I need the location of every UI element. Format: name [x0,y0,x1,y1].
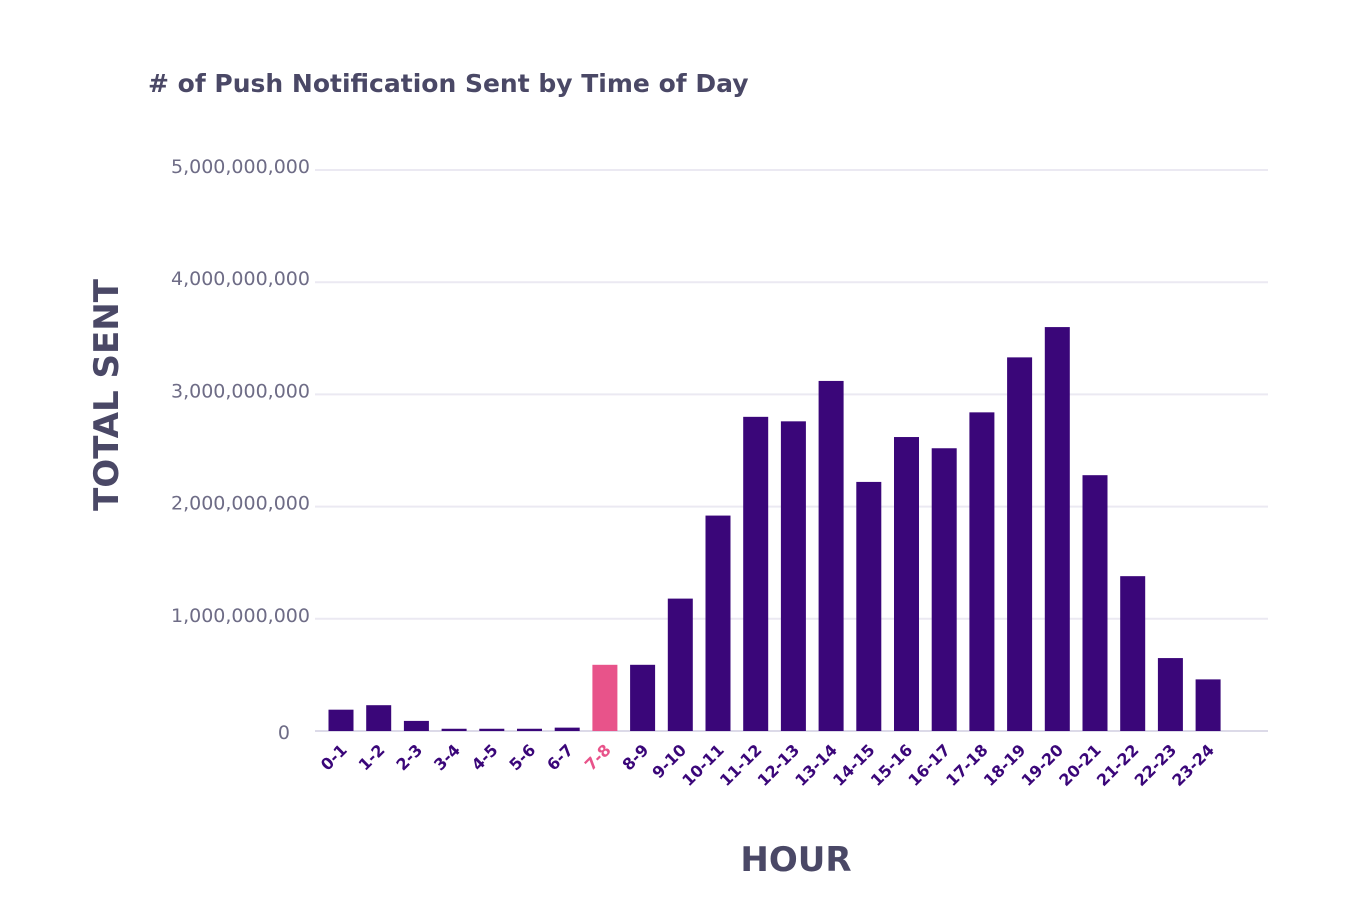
y-tick-label: 3,000,000,000 [171,380,310,402]
bar-6-7 [554,727,580,731]
bar-1-2 [366,705,392,731]
bar-7-8 [592,664,618,731]
y-tick-label: 0 [278,722,290,744]
x-tick-label: 4-5 [468,740,502,774]
x-tick-label: 18-19 [980,740,1030,790]
bar-20-21 [1082,475,1108,731]
x-tick-label: 21-22 [1093,740,1143,790]
bar-5-6 [517,728,542,731]
bar-9-10 [667,598,693,731]
x-tick-label: 19-20 [1018,740,1068,790]
x-tick-label: 22-23 [1131,740,1181,790]
bar-17-18 [969,412,995,731]
x-tick-label: 10-11 [678,740,728,790]
bar-2-3 [403,720,429,731]
x-tick-label: 2-3 [392,740,426,774]
bar-10-11 [705,515,731,731]
bar-3-4 [441,728,467,731]
bar-0-1 [328,709,354,731]
x-tick-label: 1-2 [355,740,389,774]
bar-15-16 [894,437,919,731]
x-tick-label: 14-15 [829,740,879,790]
x-tick-label: 5-6 [505,740,539,774]
bar-22-23 [1157,658,1183,731]
x-tick-label: 3-4 [430,740,464,774]
bar-13-14 [818,380,844,731]
x-tick-label: 13-14 [791,740,841,790]
bar-8-9 [630,664,656,731]
bar-12-13 [780,421,806,731]
y-tick-label: 4,000,000,000 [171,268,310,290]
bars [328,327,1221,731]
y-tick-label: 5,000,000,000 [171,156,310,178]
x-axis-title: HOUR [740,840,851,880]
y-tick-label: 1,000,000,000 [171,605,310,627]
bar-23-24 [1195,679,1221,731]
y-axis-title: TOTAL SENT [87,278,127,511]
y-axis-ticks: 0 1,000,000,000 2,000,000,000 3,000,000,000… [171,156,310,744]
x-tick-label: 11-12 [716,740,766,790]
x-tick-label: 20-21 [1055,740,1105,790]
x-tick-label: 7-8 [581,740,615,774]
x-tick-label: 0-1 [317,740,351,774]
bar-14-15 [856,481,882,731]
chart-title: # of Push Notification Sent by Time of D… [148,69,749,98]
bar-18-19 [1007,357,1033,731]
x-tick-label: 12-13 [754,740,804,790]
bar-19-20 [1044,327,1070,731]
bar-4-5 [479,728,505,731]
bar-11-12 [743,416,769,731]
x-tick-label: 15-16 [867,740,917,790]
x-tick-label: 17-18 [942,740,992,790]
bar-21-22 [1120,576,1146,731]
x-tick-label: 6-7 [543,740,577,774]
x-tick-label: 23-24 [1168,740,1218,790]
x-tick-label: 16-17 [904,740,954,790]
y-tick-label: 2,000,000,000 [171,493,310,515]
bar-16-17 [931,448,957,731]
x-axis-ticks: 0-1 1-2 2-3 3-4 4-5 5-6 6-7 7-8 8-99-1010-1111-1… [317,740,1218,790]
x-tick-label: 8-9 [619,740,653,774]
